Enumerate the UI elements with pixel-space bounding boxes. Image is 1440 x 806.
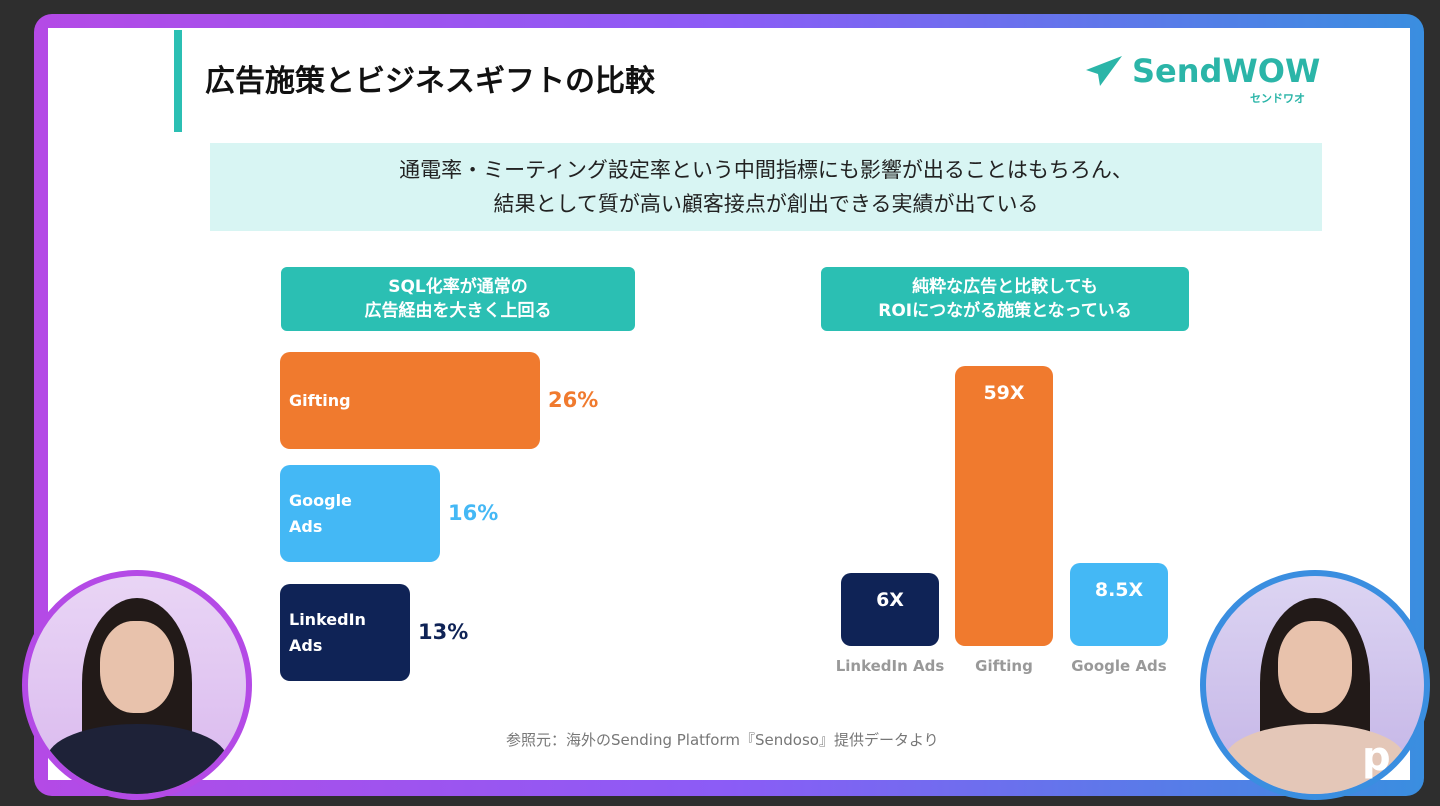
bar-value-label: 16% [448,501,499,525]
watermark-logo: p [1362,734,1391,780]
bar-google-ads: 8.5X [1070,562,1168,646]
bar-gifting: Gifting [280,352,540,449]
sendwow-logo: SendWOW [1086,52,1320,90]
heading-line: ROIにつながる施策となっている [878,301,1132,321]
category-label: LinkedIn Ads [835,657,945,675]
right-chart-heading: 純粋な広告と比較しても ROIにつながる施策となっている [821,267,1189,331]
bar-linkedin-ads: 6X [841,572,939,646]
heading-line: 広告経由を大きく上回る [364,301,552,321]
heading-line: SQL化率が通常の [388,277,528,297]
category-label: Gifting [975,657,1033,675]
left-chart-heading: SQL化率が通常の 広告経由を大きく上回る [281,267,635,331]
bar-value-label: 26% [548,388,599,412]
logo-text: SendWOW [1132,52,1321,90]
title-accent-bar [174,30,182,132]
bar-label: LinkedIn Ads [289,609,366,655]
person-face [100,621,174,713]
bar-google-ads: Google Ads [280,465,440,562]
paper-plane-icon [1086,56,1122,86]
logo-subtitle: センドワオ [1250,92,1305,105]
slide-title: 広告施策とビジネスギフトの比較 [205,64,655,99]
person-body [1225,724,1405,794]
speaker-video-right [1200,570,1430,800]
person-face [1278,621,1352,713]
summary-banner: 通電率・ミーティング設定率という中間指標にも影響が出ることはもちろん、 結果とし… [210,143,1322,231]
speaker-video-left [22,570,252,800]
bar-label: Google Ads [289,490,352,536]
bar-value-label: 13% [418,620,469,644]
category-label: Google Ads [1071,657,1167,675]
banner-line: 通電率・ミーティング設定率という中間指標にも影響が出ることはもちろん、 [399,158,1133,182]
bar-gifting: 59X [955,365,1053,646]
heading-line: 純粋な広告と比較しても [912,277,1098,297]
banner-line: 結果として質が高い顧客接点が創出できる実績が出ている [493,192,1039,216]
bar-label: Gifting [289,390,351,410]
source-note: 参照元：海外のSending Platform『Sendoso』提供データより [506,731,939,749]
person-body [47,724,227,794]
bar-linkedin-ads: LinkedIn Ads [280,584,410,681]
